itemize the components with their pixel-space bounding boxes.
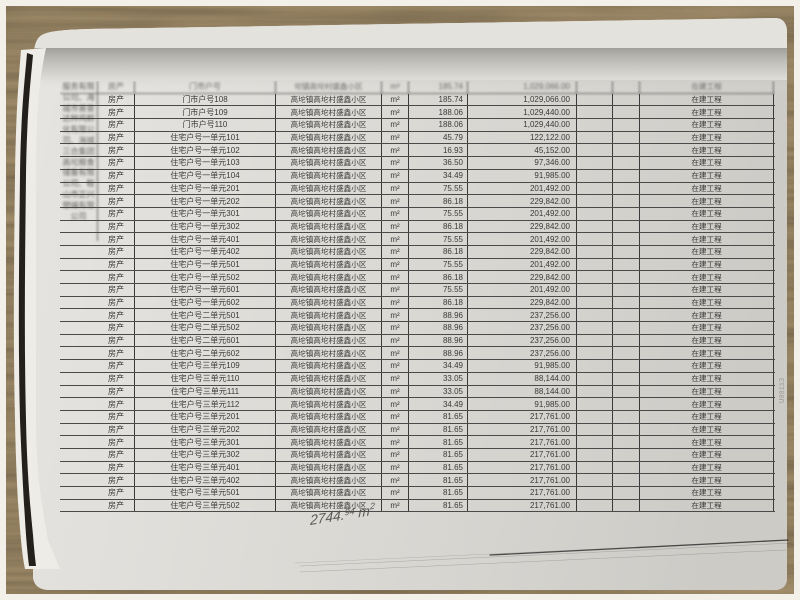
svg-text:U00113: U00113 <box>779 378 787 403</box>
